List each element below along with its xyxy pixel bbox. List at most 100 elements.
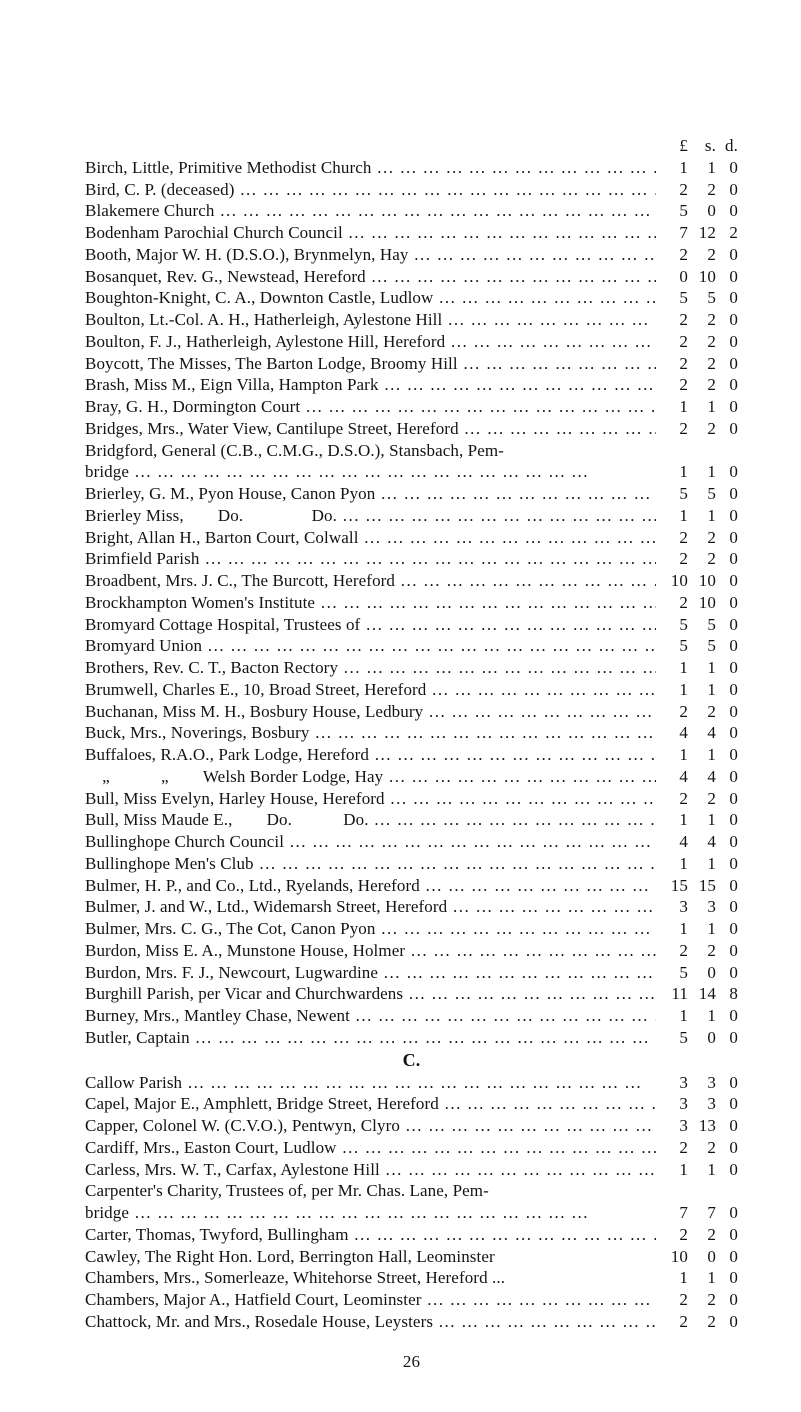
ledger-description: Burney, Mrs., Mantley Chase, Newent — [85, 1005, 656, 1027]
amount-pence: 0 — [716, 244, 738, 266]
ledger-row: „ „ Welsh Border Lodge, Hay440 — [85, 766, 738, 788]
amount-shillings: 1 — [688, 505, 716, 527]
amount-pence: 0 — [716, 1137, 738, 1159]
amount-shillings: 4 — [688, 766, 716, 788]
ledger-row: Bromyard Cottage Hospital, Trustees of55… — [85, 614, 738, 636]
ledger-description: Bull, Miss Evelyn, Harley House, Herefor… — [85, 788, 656, 810]
amount-shillings: 5 — [688, 287, 716, 309]
ledger-row: Bodenham Parochial Church Council7122 — [85, 222, 738, 244]
ledger-description: Chattock, Mr. and Mrs., Rosedale House, … — [85, 1311, 656, 1333]
ledger-description: Bulmer, J. and W., Ltd., Widemarsh Stree… — [85, 896, 656, 918]
amount-pence: 0 — [716, 179, 738, 201]
amount-pence: 0 — [716, 1311, 738, 1333]
ledger-row: Bulmer, H. P., and Co., Ltd., Ryelands, … — [85, 875, 738, 897]
amount-pounds: 5 — [656, 1027, 688, 1049]
amount-pounds: 2 — [656, 179, 688, 201]
ledger-description: Bulmer, H. P., and Co., Ltd., Ryelands, … — [85, 875, 656, 897]
amount-pence: 0 — [716, 918, 738, 940]
ledger-row: Bull, Miss Evelyn, Harley House, Herefor… — [85, 788, 738, 810]
ledger-row: Capel, Major E., Amphlett, Bridge Street… — [85, 1093, 738, 1115]
amount-pounds: 10 — [656, 570, 688, 592]
ledger-description: Bullinghope Church Council — [85, 831, 656, 853]
amount-shillings: 10 — [688, 266, 716, 288]
amount-pence: 0 — [716, 679, 738, 701]
amount-pounds: 5 — [656, 635, 688, 657]
ledger-row: Chattock, Mr. and Mrs., Rosedale House, … — [85, 1311, 738, 1333]
amount-pounds: 2 — [656, 418, 688, 440]
amount-shillings: 1 — [688, 1005, 716, 1027]
ledger-description: Burghill Parish, per Vicar and Churchwar… — [85, 983, 656, 1005]
ledger-description: Boulton, Lt.-Col. A. H., Hatherleigh, Ay… — [85, 309, 656, 331]
amount-shillings: 2 — [688, 788, 716, 810]
amount-pounds: 7 — [656, 1202, 688, 1224]
amount-shillings: 2 — [688, 548, 716, 570]
amount-pence: 0 — [716, 266, 738, 288]
amount-pounds: 1 — [656, 461, 688, 483]
ledger-row: Brothers, Rev. C. T., Bacton Rectory110 — [85, 657, 738, 679]
amount-pence: 0 — [716, 962, 738, 984]
amount-pence: 0 — [716, 1005, 738, 1027]
ledger-row: Brierley Miss, Do. Do.110 — [85, 505, 738, 527]
amount-pence: 0 — [716, 744, 738, 766]
ledger-description: Chambers, Mrs., Somerleaze, Whitehorse S… — [85, 1267, 656, 1289]
ledger-description: Callow Parish — [85, 1072, 656, 1094]
amount-shillings: 1 — [688, 461, 716, 483]
amount-shillings: 5 — [688, 635, 716, 657]
amount-shillings: 2 — [688, 418, 716, 440]
amount-shillings: 7 — [688, 1202, 716, 1224]
amount-pounds: 2 — [656, 353, 688, 375]
ledger-description: Broadbent, Mrs. J. C., The Burcott, Here… — [85, 570, 656, 592]
amount-shillings: 10 — [688, 570, 716, 592]
amount-pounds: 1 — [656, 505, 688, 527]
amount-pence: 0 — [716, 592, 738, 614]
amount-pence: 0 — [716, 461, 738, 483]
amount-pence: 0 — [716, 766, 738, 788]
amount-shillings: 2 — [688, 179, 716, 201]
ledger-description: Capper, Colonel W. (C.V.O.), Pentwyn, Cl… — [85, 1115, 656, 1137]
ledger-row: Chambers, Mrs., Somerleaze, Whitehorse S… — [85, 1267, 738, 1289]
amount-pounds: 3 — [656, 1072, 688, 1094]
amount-pence: 0 — [716, 1159, 738, 1181]
amount-pence: 0 — [716, 657, 738, 679]
amount-shillings: 1 — [688, 1159, 716, 1181]
amount-pounds: 1 — [656, 1005, 688, 1027]
ledger-row: bridge110 — [85, 461, 738, 483]
amount-pence: 0 — [716, 331, 738, 353]
amount-shillings: 1 — [688, 918, 716, 940]
ledger-description: Blakemere Church — [85, 200, 656, 222]
amount-shillings: 2 — [688, 1224, 716, 1246]
ledger-row: Carpenter's Charity, Trustees of, per Mr… — [85, 1180, 738, 1202]
amount-pounds: 3 — [656, 1093, 688, 1115]
amount-pounds: 1 — [656, 1159, 688, 1181]
ledger-description: Brothers, Rev. C. T., Bacton Rectory — [85, 657, 656, 679]
ledger-description: Burdon, Mrs. F. J., Newcourt, Lugwardine — [85, 962, 656, 984]
ledger-row: Burdon, Mrs. F. J., Newcourt, Lugwardine… — [85, 962, 738, 984]
amount-shillings: 3 — [688, 896, 716, 918]
ledger-description: Bullinghope Men's Club — [85, 853, 656, 875]
ledger-section-b: Birch, Little, Primitive Methodist Churc… — [85, 157, 738, 1049]
amount-shillings: 2 — [688, 527, 716, 549]
amount-pence: 0 — [716, 548, 738, 570]
amount-pounds: 2 — [656, 1311, 688, 1333]
ledger-description: Brumwell, Charles E., 10, Broad Street, … — [85, 679, 656, 701]
ledger-row: Bray, G. H., Dormington Court110 — [85, 396, 738, 418]
ledger-row: Buchanan, Miss M. H., Bosbury House, Led… — [85, 701, 738, 723]
amount-shillings: 1 — [688, 853, 716, 875]
amount-pence — [716, 440, 738, 462]
ledger-description: Bright, Allan H., Barton Court, Colwall — [85, 527, 656, 549]
amount-pounds: 4 — [656, 722, 688, 744]
amount-pounds: 1 — [656, 918, 688, 940]
amount-pounds: 1 — [656, 744, 688, 766]
ledger-row: Buck, Mrs., Noverings, Bosbury440 — [85, 722, 738, 744]
amount-pounds: 1 — [656, 679, 688, 701]
ledger-description: Brierley, G. M., Pyon House, Canon Pyon — [85, 483, 656, 505]
amount-pence: 0 — [716, 875, 738, 897]
ledger-row: Brimfield Parish220 — [85, 548, 738, 570]
ledger-description: Carter, Thomas, Twyford, Bullingham — [85, 1224, 656, 1246]
amount-shillings: 1 — [688, 744, 716, 766]
amount-pounds: 2 — [656, 244, 688, 266]
ledger-section-c: Callow Parish330Capel, Major E., Amphlet… — [85, 1072, 738, 1333]
amount-shillings: 3 — [688, 1072, 716, 1094]
ledger-description: Carpenter's Charity, Trustees of, per Mr… — [85, 1180, 656, 1202]
amount-shillings: 10 — [688, 592, 716, 614]
